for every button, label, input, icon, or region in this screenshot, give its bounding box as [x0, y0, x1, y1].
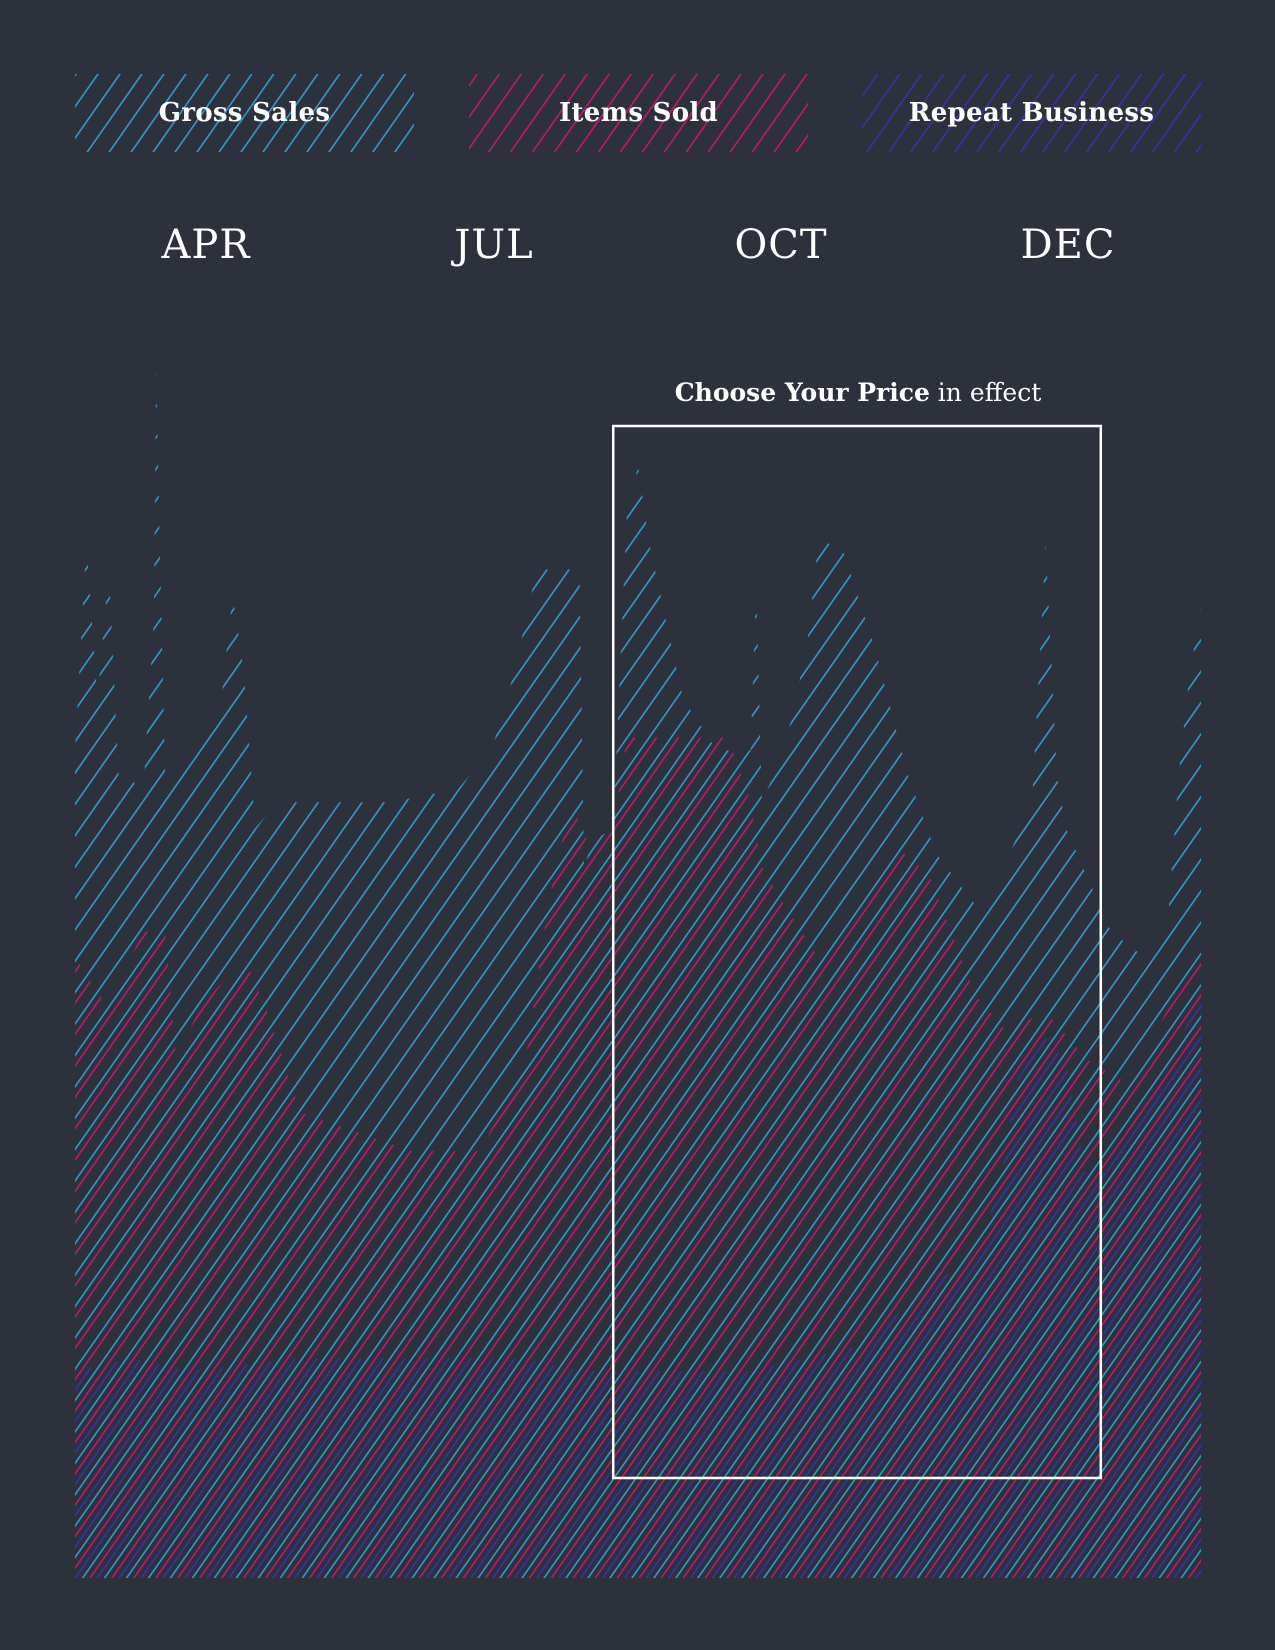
legend-label-repeat-business: Repeat Business: [908, 98, 1155, 128]
legend-swatch-gross-sales: [75, 74, 414, 152]
legend-swatch-repeat-business: [862, 74, 1201, 152]
month-label-dec: DEC: [1020, 222, 1116, 268]
x-axis-months: APR JUL OCT DEC: [0, 222, 1275, 282]
legend-item-repeat-business[interactable]: Repeat Business: [862, 74, 1201, 152]
annotation-choose-your-price: Choose Your Price in effect: [675, 378, 1042, 407]
month-label-oct: OCT: [734, 222, 828, 268]
legend-item-gross-sales[interactable]: Gross Sales: [75, 74, 414, 152]
legend-label-gross-sales: Gross Sales: [158, 98, 331, 128]
month-label-jul: JUL: [454, 222, 534, 268]
choose-your-price-box: [611, 424, 1103, 1480]
legend-item-items-sold[interactable]: Items Sold: [469, 74, 808, 152]
annotation-bold: Choose Your Price: [674, 378, 930, 407]
legend: Gross Sales Items Sold Repeat Business: [75, 74, 1201, 152]
legend-swatch-items-sold: [469, 74, 808, 152]
area-repeat-business: [75, 996, 1201, 1578]
month-label-apr: APR: [161, 222, 251, 268]
legend-label-items-sold: Items Sold: [558, 98, 719, 128]
annotation-rest: in effect: [937, 378, 1042, 407]
